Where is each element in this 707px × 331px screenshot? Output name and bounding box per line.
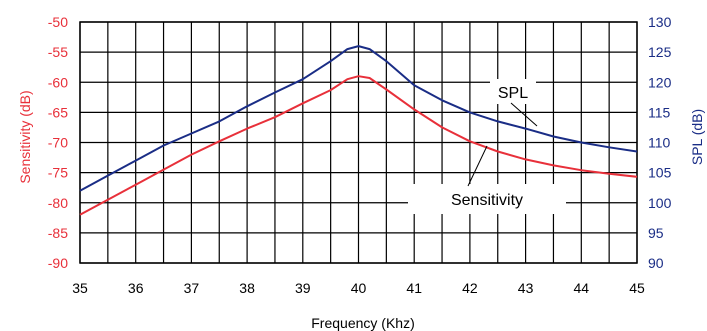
x-tick-label: 45 (629, 280, 645, 296)
x-tick-label: 37 (184, 280, 200, 296)
y-axis-left-title: Sensitivity (dB) (17, 90, 33, 183)
x-tick-label: 44 (574, 280, 590, 296)
y-right-tick-label: 95 (648, 225, 664, 241)
y-right-tick-label: 90 (648, 255, 664, 271)
y-left-tick-label: -85 (48, 225, 68, 241)
x-tick-label: 36 (128, 280, 144, 296)
x-tick-label: 40 (351, 280, 367, 296)
y-right-tick-label: 120 (648, 74, 672, 90)
y-right-tick-label: 125 (648, 44, 672, 60)
x-tick-label: 39 (295, 280, 311, 296)
tick-labels: 35 36 37 38 39 40 41 42 43 44 45 -50 -55 -60 -65 -70 -75… (48, 14, 672, 296)
annotations: SPL Sensitivity (408, 79, 566, 214)
y-left-tick-label: -60 (48, 74, 68, 90)
y-right-tick-label: 100 (648, 195, 672, 211)
y-right-tick-label: 115 (648, 104, 671, 120)
sensitivity-label: Sensitivity (451, 192, 523, 209)
x-tick-label: 35 (72, 280, 88, 296)
sensitivity-label-box (408, 184, 566, 214)
y-right-tick-label: 130 (648, 14, 672, 30)
spl-label-box (490, 79, 536, 104)
y-right-tick-label: 105 (648, 165, 672, 181)
series-lines (79, 45, 638, 216)
y-left-tick-label: -80 (48, 195, 68, 211)
grid-lines (79, 21, 638, 264)
plot-frame (79, 21, 638, 264)
y-left-tick-label: -90 (48, 255, 68, 271)
y-right-tick-label: 110 (648, 135, 671, 151)
series-line-spl (79, 45, 638, 192)
sensitivity-leader-line (467, 145, 488, 187)
y-left-tick-label: -70 (48, 135, 68, 151)
x-tick-label: 41 (406, 280, 422, 296)
series-line-sensitivity (79, 75, 638, 216)
x-tick-label: 42 (462, 280, 478, 296)
spl-label: SPL (498, 85, 528, 102)
y-left-tick-label: -55 (48, 44, 68, 60)
x-tick-label: 38 (239, 280, 255, 296)
x-axis-title: Frequency (Khz) (311, 315, 414, 331)
x-tick-label: 43 (518, 280, 534, 296)
y-left-tick-label: -65 (48, 104, 68, 120)
y-axis-right-title: SPL (dB) (689, 109, 705, 165)
y-left-tick-label: -75 (48, 165, 68, 181)
spl-leader-line (510, 102, 538, 127)
y-left-tick-label: -50 (48, 14, 68, 30)
